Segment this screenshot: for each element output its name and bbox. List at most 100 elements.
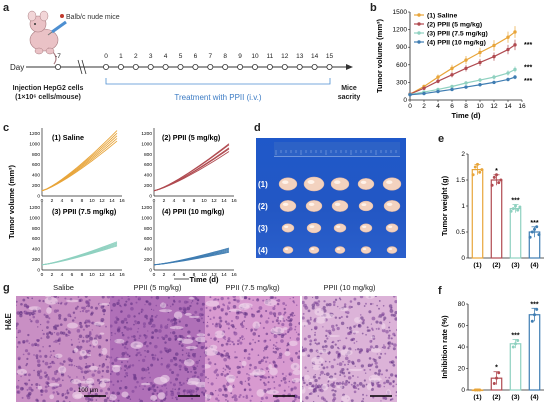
nucleus — [89, 336, 93, 341]
nucleus — [297, 333, 300, 336]
nucleus — [111, 391, 115, 395]
stroma — [252, 321, 261, 329]
nucleus — [236, 376, 238, 378]
bar — [509, 343, 522, 391]
data-point — [473, 165, 477, 169]
nucleus — [30, 383, 33, 386]
nucleus — [235, 356, 238, 359]
nucleus — [25, 339, 29, 343]
nucleus — [174, 352, 179, 356]
nucleus — [191, 397, 193, 400]
nucleus — [379, 321, 383, 325]
nucleus — [65, 328, 68, 331]
nucleus — [251, 395, 254, 398]
stroma — [368, 374, 381, 383]
stroma — [239, 296, 245, 301]
nucleus — [180, 359, 185, 364]
nucleus — [362, 393, 364, 396]
nucleus — [281, 322, 285, 327]
nucleus — [356, 358, 361, 363]
nucleus — [359, 296, 364, 299]
nucleus — [374, 345, 379, 349]
stroma — [266, 389, 279, 395]
nucleus — [178, 307, 182, 311]
nucleus — [172, 296, 175, 298]
nucleus — [333, 358, 336, 361]
nucleus — [110, 331, 113, 334]
nucleus — [302, 312, 305, 315]
tumor-highlight — [336, 248, 341, 250]
nucleus — [282, 377, 287, 381]
nucleus — [243, 311, 247, 316]
tumor-marker-icon — [60, 14, 64, 18]
x-tick-label: 0 — [41, 272, 44, 278]
nucleus — [272, 347, 275, 349]
significance-annotation: *** — [530, 220, 538, 227]
nucleus — [56, 400, 59, 402]
nucleus — [155, 304, 158, 307]
nucleus — [334, 298, 338, 302]
stroma — [228, 308, 242, 312]
nucleus — [35, 383, 39, 387]
nucleus — [272, 312, 277, 316]
y-tick-label: 1200 — [393, 27, 408, 34]
stroma — [370, 336, 375, 339]
nucleus — [96, 378, 100, 382]
nucleus — [26, 357, 29, 360]
nucleus — [154, 344, 158, 349]
x-tick-label: 16 — [119, 272, 125, 278]
nucleus — [352, 374, 354, 377]
timeline-day-label: 8 — [223, 53, 227, 60]
nucleus — [110, 324, 113, 328]
data-point — [436, 79, 440, 83]
nucleus — [319, 374, 322, 376]
nucleus — [49, 362, 52, 365]
nucleus — [226, 372, 229, 376]
nucleus — [294, 328, 297, 331]
nucleus — [170, 390, 173, 393]
data-point — [422, 86, 426, 90]
nucleus — [151, 323, 156, 328]
stroma — [92, 339, 99, 346]
nucleus — [265, 396, 269, 400]
nucleus — [136, 352, 139, 355]
nucleus — [378, 369, 382, 373]
nucleus — [138, 351, 141, 354]
nucleus — [47, 376, 50, 379]
stroma — [205, 394, 212, 400]
data-point — [436, 75, 440, 79]
nucleus — [296, 337, 300, 341]
tumor-highlight — [309, 225, 315, 228]
nucleus — [97, 370, 101, 374]
nucleus — [134, 385, 138, 389]
nucleus — [19, 386, 24, 391]
nucleus — [376, 353, 378, 355]
mouse-icon — [27, 10, 59, 65]
nucleus — [82, 306, 86, 310]
x-tick-label: 0 — [408, 103, 412, 110]
tumor-highlight — [334, 180, 341, 184]
nucleus — [303, 347, 308, 352]
nucleus — [44, 375, 48, 378]
nucleus — [241, 338, 244, 341]
nucleus — [232, 296, 236, 299]
nucleus — [66, 391, 70, 395]
nucleus — [25, 364, 28, 367]
nucleus — [24, 349, 29, 353]
timeline-day-marker — [251, 64, 258, 71]
nucleus — [244, 296, 248, 300]
nucleus — [290, 389, 293, 392]
stroma — [308, 386, 314, 390]
histology-title: Salibe — [53, 283, 74, 292]
nucleus — [215, 377, 218, 379]
nucleus — [78, 334, 83, 339]
data-point — [436, 89, 440, 94]
timeline-day-marker — [162, 64, 169, 71]
nucleus — [283, 389, 286, 392]
nucleus — [302, 316, 305, 320]
nucleus — [346, 368, 349, 371]
data-point — [492, 175, 496, 179]
nucleus — [16, 325, 18, 328]
nucleus — [60, 301, 63, 304]
